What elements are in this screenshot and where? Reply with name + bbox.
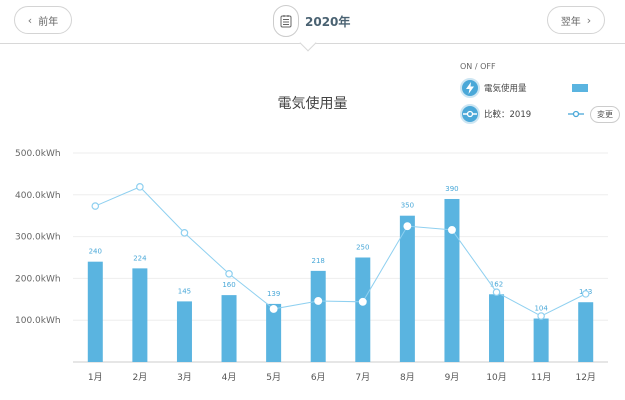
bar[interactable] <box>132 268 148 362</box>
comparison-point[interactable] <box>91 202 100 210</box>
x-tick-label: 5月 <box>266 372 281 383</box>
comparison-point[interactable] <box>269 304 278 313</box>
bar[interactable] <box>533 318 549 362</box>
legend-item-compare[interactable]: 比較：2019 変更 <box>460 101 620 127</box>
bar-value-label: 143 <box>579 288 592 296</box>
bar[interactable] <box>399 215 415 362</box>
comparison-point[interactable] <box>358 297 367 306</box>
x-tick-label: 12月 <box>575 372 595 383</box>
bar-value-label: 390 <box>445 185 458 193</box>
comparison-point[interactable] <box>403 222 412 231</box>
comparison-point-dot <box>405 223 410 229</box>
x-tick-label: 6月 <box>311 372 326 383</box>
comparison-point[interactable] <box>537 312 545 320</box>
bar-value-label: 145 <box>178 287 191 295</box>
bar[interactable] <box>355 257 371 363</box>
x-tick-label: 7月 <box>355 372 370 383</box>
chart-title: 電気使用量 <box>277 96 348 112</box>
x-tick-label: 10月 <box>486 372 506 383</box>
bar[interactable] <box>266 303 282 362</box>
bar[interactable] <box>489 294 505 362</box>
legend-item-usage[interactable]: 電気使用量 <box>460 75 620 101</box>
comparison-point[interactable] <box>180 229 189 237</box>
bar-value-label: 162 <box>490 280 503 288</box>
x-tick-label: 3月 <box>177 372 192 383</box>
bar[interactable] <box>310 270 326 362</box>
bar-value-label: 350 <box>401 202 414 210</box>
change-compare-button[interactable]: 変更 <box>590 105 620 123</box>
bar[interactable] <box>87 261 103 362</box>
year-label: 2020年 <box>305 14 351 29</box>
bar-value-label: 240 <box>89 248 102 256</box>
x-tick-label: 11月 <box>531 372 551 383</box>
comparison-point-dot <box>449 227 455 233</box>
legend: ON / OFF 電気使用量 比較：2019 変更 <box>460 62 620 127</box>
bar-value-label: 104 <box>534 305 548 313</box>
compare-line-icon[interactable] <box>460 104 480 124</box>
line-swatch <box>568 110 584 118</box>
bar-value-label: 218 <box>312 257 325 265</box>
comparison-point-dot <box>316 298 321 304</box>
y-tick-label: 300.0kWh <box>15 233 61 243</box>
comparison-line <box>95 186 586 317</box>
x-tick-label: 1月 <box>88 372 103 383</box>
prev-year-label: 前年 <box>38 16 59 28</box>
bar[interactable] <box>578 302 594 362</box>
bar[interactable] <box>176 301 192 362</box>
y-tick-label: 200.0kWh <box>15 274 61 284</box>
y-tick-label: 100.0kWh <box>15 316 61 326</box>
bar[interactable] <box>221 295 237 362</box>
comparison-point-dot <box>360 299 365 305</box>
y-tick-label: 500.0kWh <box>15 149 61 159</box>
bar-value-label: 139 <box>267 290 280 298</box>
comparison-point[interactable] <box>448 225 456 234</box>
lightning-icon[interactable] <box>460 78 480 98</box>
comparison-point[interactable] <box>136 183 144 191</box>
bar-value-label: 250 <box>356 244 369 252</box>
chevron-left-icon: ‹ <box>27 13 33 27</box>
next-year-label: 翌年 <box>560 16 581 28</box>
comparison-point-dot <box>271 306 276 312</box>
calendar-icon[interactable] <box>273 5 299 37</box>
prev-year-button[interactable]: ‹ 前年 <box>14 6 72 34</box>
bar-swatch <box>572 84 588 92</box>
y-tick-label: 400.0kWh <box>15 191 61 201</box>
comparison-point[interactable] <box>492 288 501 296</box>
year-selector[interactable]: 2020年 <box>273 5 350 37</box>
onoff-label: ON / OFF <box>460 62 496 71</box>
comparison-point[interactable] <box>225 270 233 278</box>
x-tick-label: 8月 <box>400 372 415 383</box>
legend-compare-label: 比較：2019 <box>484 110 532 120</box>
x-tick-label: 9月 <box>445 372 460 383</box>
chevron-right-icon: › <box>586 13 592 27</box>
comparison-point[interactable] <box>314 297 323 305</box>
legend-usage-label: 電気使用量 <box>484 84 527 94</box>
next-year-button[interactable]: 翌年 › <box>547 6 605 34</box>
comparison-point[interactable] <box>581 290 590 298</box>
bar-value-label: 224 <box>133 254 147 262</box>
x-tick-label: 2月 <box>133 372 148 383</box>
bar[interactable] <box>444 198 460 362</box>
x-tick-label: 4月 <box>222 372 237 383</box>
bar-value-label: 160 <box>222 281 235 289</box>
